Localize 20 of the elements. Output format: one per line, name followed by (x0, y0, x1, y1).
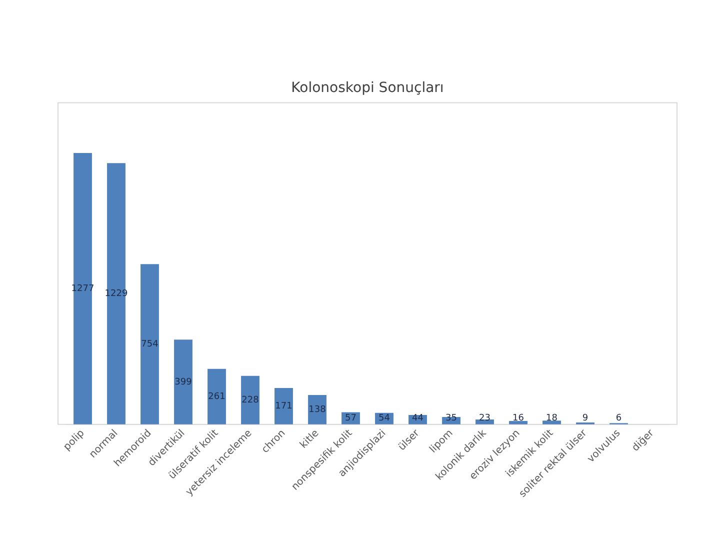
bar (241, 376, 260, 424)
chart-title: Kolonoskopi Sonuçları (291, 80, 444, 96)
bar (74, 152, 92, 424)
bar (274, 388, 293, 424)
data-label: 399 (174, 377, 192, 388)
data-label: 9 (582, 414, 588, 424)
data-label: 16 (512, 414, 524, 424)
bar (140, 264, 159, 424)
data-label: 6 (616, 414, 622, 424)
data-label: 228 (242, 396, 260, 406)
data-label: 171 (275, 402, 292, 412)
data-label: 138 (308, 405, 326, 416)
data-label: 54 (378, 414, 390, 424)
data-label: 44 (412, 414, 424, 424)
bar (174, 340, 192, 424)
data-label: 57 (345, 414, 356, 424)
data-label: 261 (208, 392, 226, 402)
bar (107, 163, 126, 424)
data-label: 754 (141, 340, 159, 350)
bar (208, 368, 226, 424)
